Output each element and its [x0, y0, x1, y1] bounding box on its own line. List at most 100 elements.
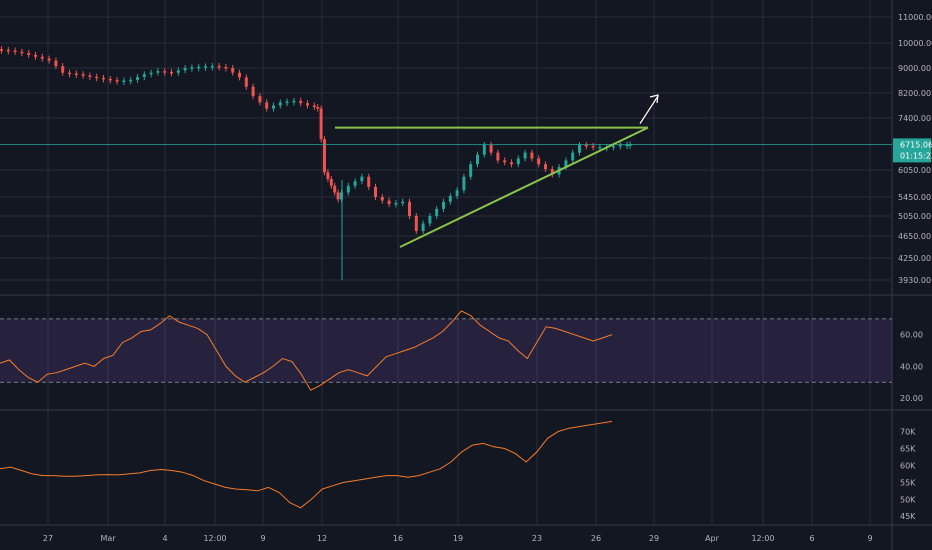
x-tick-label: 12:00 — [203, 534, 226, 543]
arrow-head-icon — [649, 94, 659, 104]
y-tick-label: 3930.00 — [898, 276, 931, 285]
candle — [496, 152, 500, 161]
candle — [578, 144, 581, 153]
y-tick-label: 5050.00 — [898, 212, 931, 221]
candle — [231, 68, 235, 73]
x-tick-label: 9 — [867, 534, 872, 543]
candle — [353, 181, 357, 186]
candle — [136, 77, 139, 80]
candle — [312, 105, 316, 108]
candle — [530, 152, 534, 159]
candle — [428, 216, 432, 224]
candle — [61, 66, 65, 73]
candle — [210, 66, 214, 68]
rsi-band-fill — [0, 318, 892, 383]
candle — [68, 72, 71, 75]
x-tick-label: Apr — [705, 534, 720, 543]
rsi-line — [0, 310, 613, 391]
candle — [54, 60, 58, 67]
candle — [102, 77, 105, 80]
candle — [306, 103, 309, 106]
candle — [346, 185, 350, 193]
obv-y-tick: 60K — [900, 461, 916, 470]
candle — [13, 50, 17, 52]
candle — [316, 107, 320, 109]
candle — [360, 176, 364, 182]
candle — [74, 73, 78, 75]
candle — [571, 152, 575, 161]
candle — [142, 74, 146, 78]
candle — [176, 70, 180, 73]
candle — [628, 144, 632, 146]
candle — [503, 160, 507, 163]
candle — [20, 51, 24, 54]
candle — [618, 144, 622, 147]
candle — [329, 179, 333, 186]
candle — [122, 80, 126, 82]
candle — [394, 202, 398, 205]
x-tick-label: 6 — [809, 534, 814, 543]
candle — [81, 74, 85, 76]
obv-y-tick: 70K — [900, 428, 916, 437]
oscillators — [0, 310, 613, 509]
candle — [47, 58, 51, 61]
x-tick-label: 4 — [162, 534, 167, 543]
x-tick-label: 19 — [453, 534, 463, 543]
candle — [34, 54, 37, 57]
candle — [455, 190, 459, 196]
candle — [224, 67, 228, 69]
candle — [251, 86, 255, 97]
x-tick-label: 26 — [591, 534, 601, 543]
candle — [292, 100, 296, 103]
candle — [6, 49, 10, 52]
candle — [448, 195, 452, 202]
obv-line — [0, 420, 613, 509]
obv-y-tick: 65K — [900, 444, 916, 453]
candle — [612, 145, 615, 148]
y-tick-label: 9000.00 — [898, 64, 931, 73]
candle — [108, 78, 112, 81]
candle — [197, 66, 201, 69]
x-tick-label: 16 — [393, 534, 403, 543]
candle — [299, 100, 303, 104]
candle — [523, 152, 527, 159]
candle — [367, 176, 371, 187]
candle — [598, 146, 602, 149]
candle — [510, 162, 513, 165]
price-tag — [893, 138, 931, 163]
support-trendline — [399, 126, 649, 248]
candle — [129, 79, 133, 82]
candle — [156, 71, 160, 73]
candle — [625, 144, 629, 147]
candle — [217, 66, 221, 68]
candle — [326, 172, 330, 179]
candle — [408, 201, 411, 216]
y-tick-label: 4650.00 — [898, 232, 931, 241]
countdown-label: 01:15:22 — [900, 151, 932, 160]
breakout-arrow — [639, 95, 659, 124]
y-tick-label: 7400.00 — [898, 114, 931, 123]
rsi-y-tick: 20.00 — [900, 394, 923, 403]
trendlines — [335, 94, 659, 248]
candle — [374, 186, 377, 197]
rsi-band — [0, 318, 892, 383]
x-tick-label: 12 — [317, 534, 327, 543]
candle — [544, 164, 547, 170]
candle — [469, 164, 473, 177]
candle — [115, 80, 119, 82]
candle — [489, 144, 493, 153]
candle — [482, 144, 486, 155]
rsi-y-tick: 60.00 — [900, 331, 923, 340]
y-tick-label: 6050.00 — [898, 166, 931, 175]
obv-y-tick: 50K — [900, 495, 916, 504]
y-tick-label: 5450.00 — [898, 193, 931, 202]
candle — [272, 105, 275, 109]
candle — [550, 169, 554, 175]
x-tick-label: 29 — [649, 534, 659, 543]
candle — [584, 144, 588, 147]
candle — [401, 201, 405, 204]
candle — [591, 145, 595, 148]
